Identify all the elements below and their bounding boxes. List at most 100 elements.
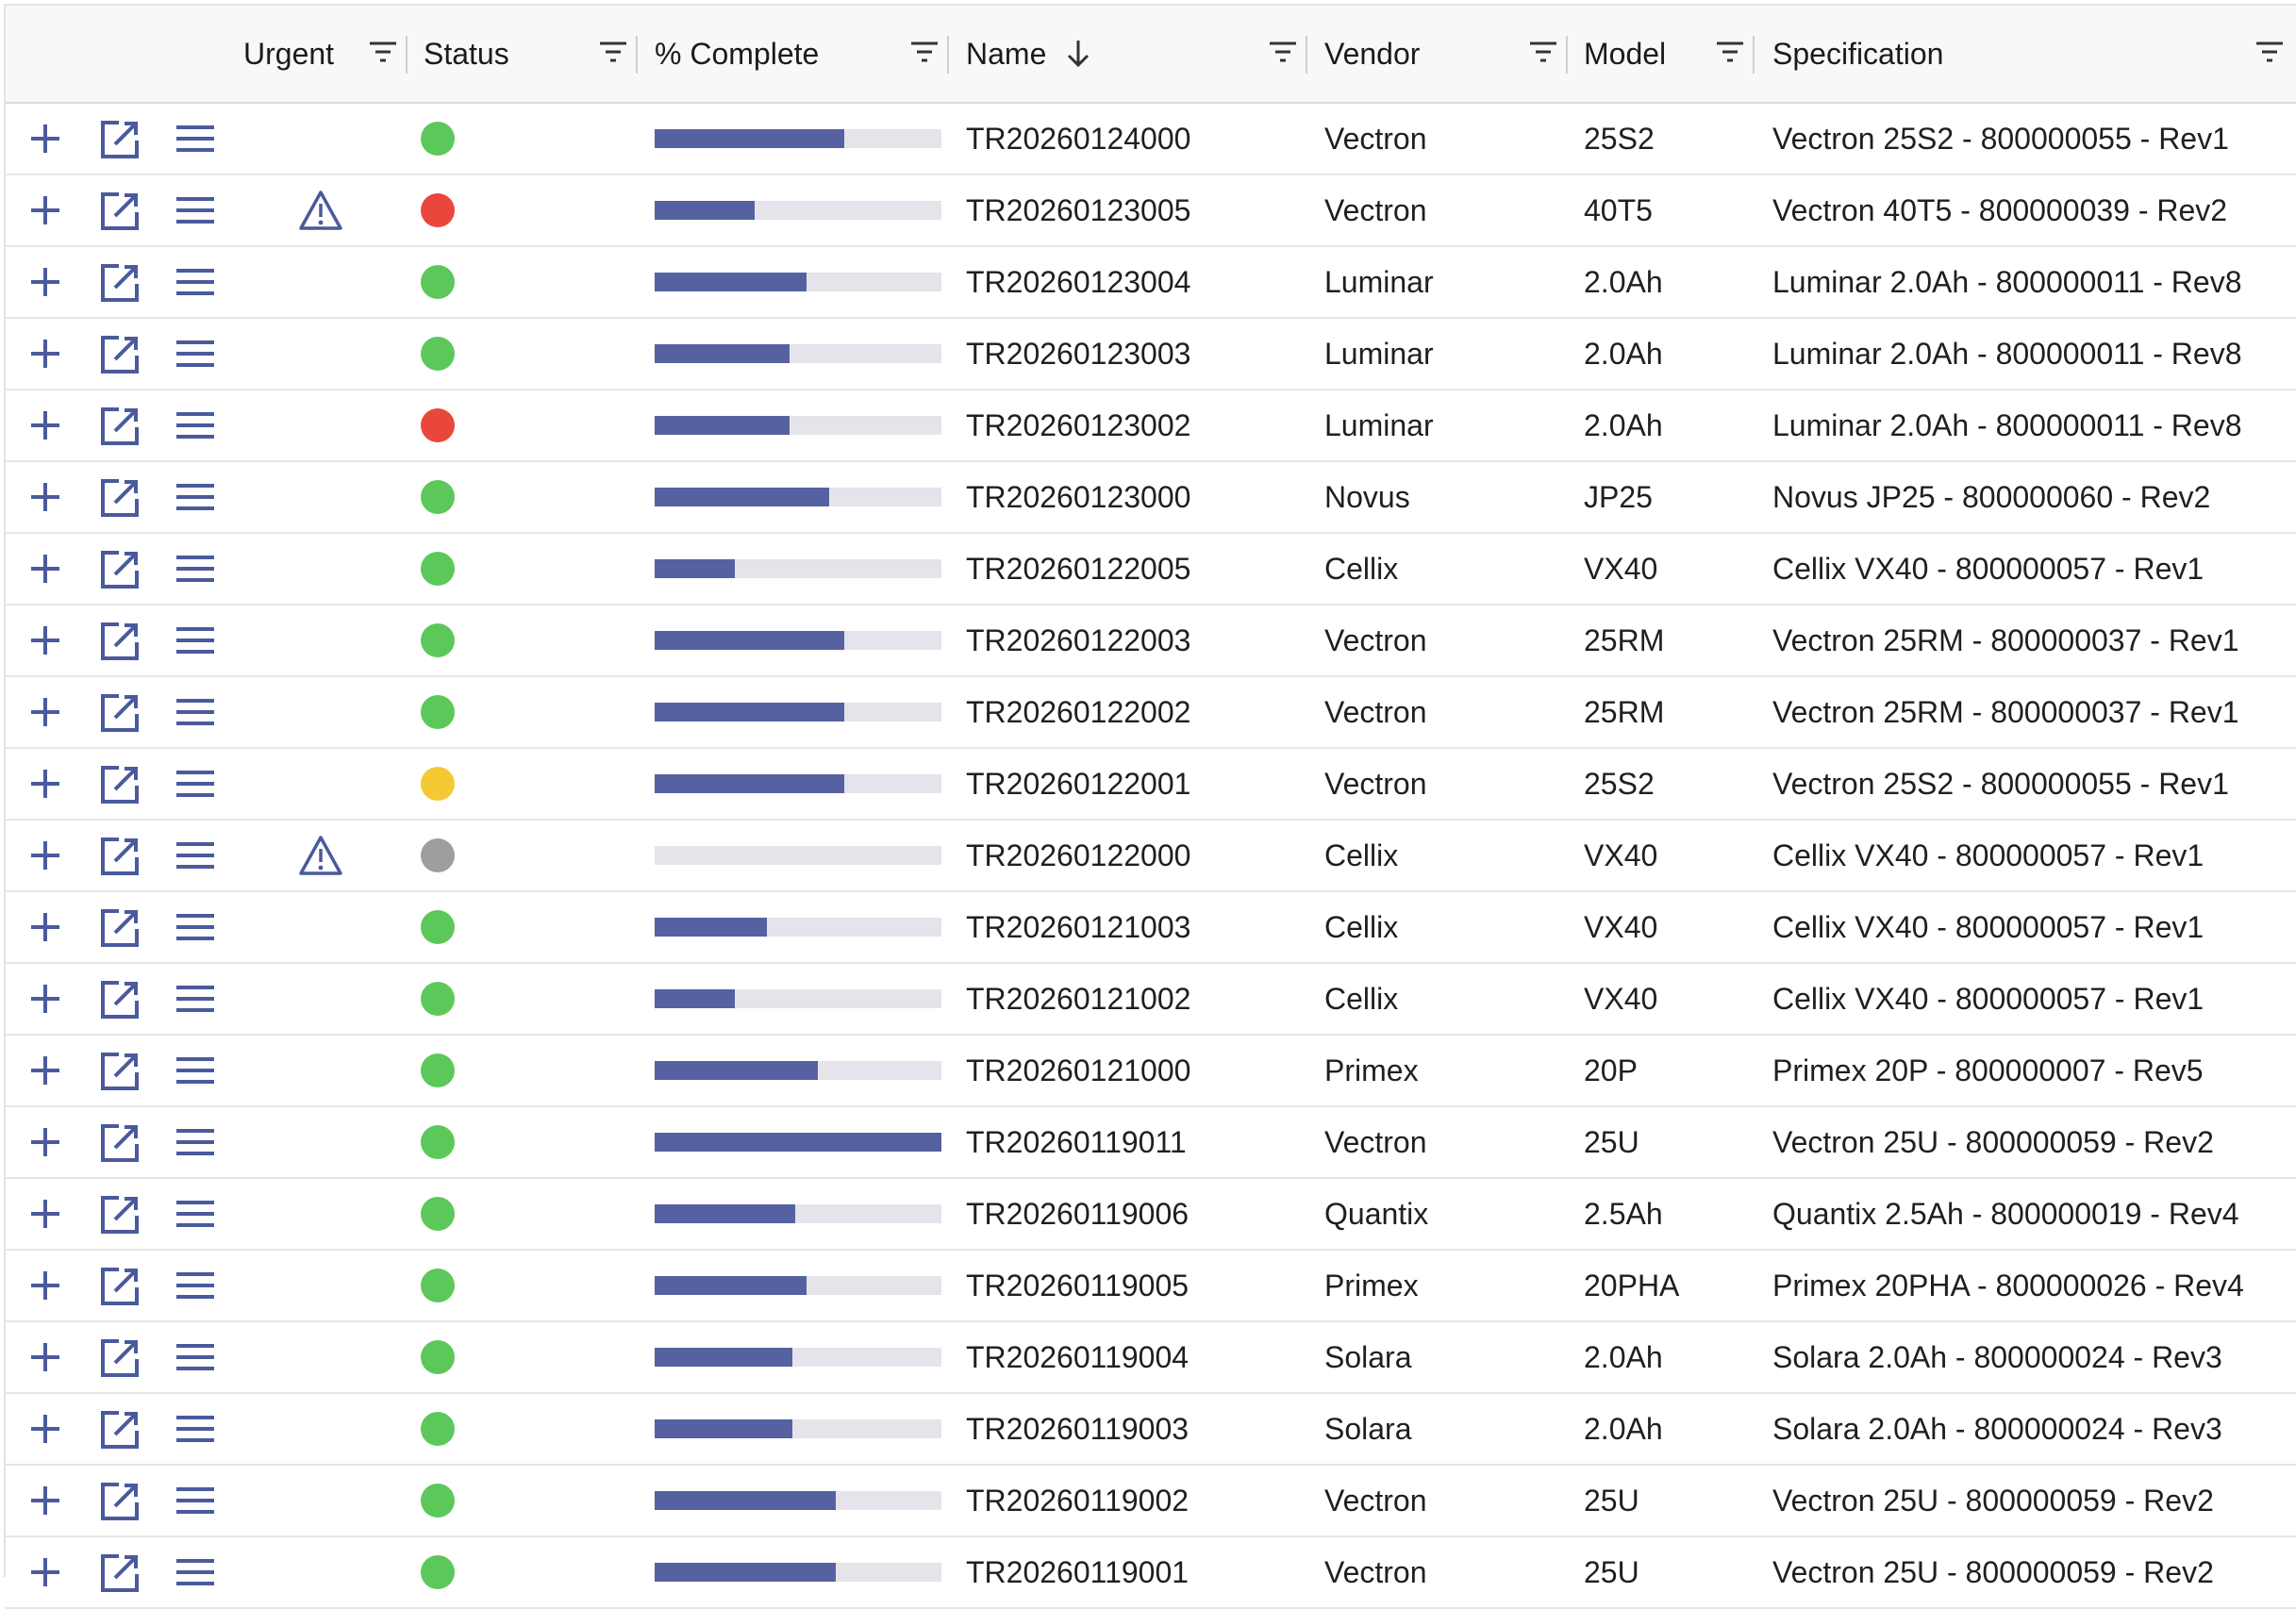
hamburger-menu-icon[interactable] xyxy=(175,554,215,584)
filter-icon[interactable] xyxy=(2254,38,2285,66)
hamburger-menu-icon[interactable] xyxy=(175,1342,215,1372)
table-row[interactable]: TR20260122005 Cellix VX40 Cellix VX40 - … xyxy=(6,534,2296,605)
open-in-new-icon[interactable] xyxy=(100,550,140,589)
filter-icon[interactable] xyxy=(1715,38,1745,66)
column-separator[interactable] xyxy=(947,36,949,74)
hamburger-menu-icon[interactable] xyxy=(175,1485,215,1516)
table-row[interactable]: TR20260121003 Cellix VX40 Cellix VX40 - … xyxy=(6,892,2296,964)
column-header-complete[interactable]: % Complete xyxy=(655,6,819,102)
plus-icon[interactable] xyxy=(28,122,62,156)
plus-icon[interactable] xyxy=(28,552,62,586)
hamburger-menu-icon[interactable] xyxy=(175,339,215,369)
hamburger-menu-icon[interactable] xyxy=(175,410,215,440)
hamburger-menu-icon[interactable] xyxy=(175,1557,215,1587)
hamburger-menu-icon[interactable] xyxy=(175,1414,215,1444)
table-row[interactable]: TR20260119005 Primex 20PHA Primex 20PHA … xyxy=(6,1251,2296,1322)
column-header-vendor[interactable]: Vendor xyxy=(1324,6,1420,102)
hamburger-menu-icon[interactable] xyxy=(175,912,215,942)
open-in-new-icon[interactable] xyxy=(100,980,140,1020)
plus-icon[interactable] xyxy=(28,1340,62,1374)
plus-icon[interactable] xyxy=(28,910,62,944)
plus-icon[interactable] xyxy=(28,1197,62,1231)
plus-icon[interactable] xyxy=(28,1412,62,1446)
plus-icon[interactable] xyxy=(28,1125,62,1159)
open-in-new-icon[interactable] xyxy=(100,693,140,733)
arrow-down-icon[interactable] xyxy=(1065,38,1091,70)
open-in-new-icon[interactable] xyxy=(100,837,140,876)
table-row[interactable]: TR20260123003 Luminar 2.0Ah Luminar 2.0A… xyxy=(6,319,2296,390)
column-separator[interactable] xyxy=(1306,36,1307,74)
column-separator[interactable] xyxy=(1566,36,1568,74)
table-row[interactable]: TR20260123000 Novus JP25 Novus JP25 - 80… xyxy=(6,462,2296,534)
open-in-new-icon[interactable] xyxy=(100,120,140,159)
open-in-new-icon[interactable] xyxy=(100,765,140,804)
hamburger-menu-icon[interactable] xyxy=(175,625,215,655)
table-row[interactable]: TR20260123005 Vectron 40T5 Vectron 40T5 … xyxy=(6,175,2296,247)
plus-icon[interactable] xyxy=(28,982,62,1016)
table-row[interactable]: TR20260123004 Luminar 2.0Ah Luminar 2.0A… xyxy=(6,247,2296,319)
plus-icon[interactable] xyxy=(28,480,62,514)
plus-icon[interactable] xyxy=(28,1555,62,1589)
column-header-urgent[interactable]: Urgent xyxy=(243,6,334,102)
open-in-new-icon[interactable] xyxy=(100,263,140,303)
open-in-new-icon[interactable] xyxy=(100,478,140,518)
open-in-new-icon[interactable] xyxy=(100,191,140,231)
table-row[interactable]: TR20260119003 Solara 2.0Ah Solara 2.0Ah … xyxy=(6,1394,2296,1466)
plus-icon[interactable] xyxy=(28,1269,62,1302)
table-row[interactable]: TR20260124000 Vectron 25S2 Vectron 25S2 … xyxy=(6,104,2296,175)
hamburger-menu-icon[interactable] xyxy=(175,1055,215,1086)
open-in-new-icon[interactable] xyxy=(100,1338,140,1378)
table-row[interactable]: TR20260121000 Primex 20P Primex 20P - 80… xyxy=(6,1036,2296,1107)
table-row[interactable]: TR20260119011 Vectron 25U Vectron 25U - … xyxy=(6,1107,2296,1179)
hamburger-menu-icon[interactable] xyxy=(175,124,215,154)
plus-icon[interactable] xyxy=(28,695,62,729)
hamburger-menu-icon[interactable] xyxy=(175,769,215,799)
plus-icon[interactable] xyxy=(28,1053,62,1087)
hamburger-menu-icon[interactable] xyxy=(175,195,215,225)
filter-icon[interactable] xyxy=(1528,38,1558,66)
plus-icon[interactable] xyxy=(28,337,62,371)
open-in-new-icon[interactable] xyxy=(100,1052,140,1091)
column-separator[interactable] xyxy=(1753,36,1755,74)
plus-icon[interactable] xyxy=(28,193,62,227)
hamburger-menu-icon[interactable] xyxy=(175,1127,215,1157)
table-row[interactable]: TR20260122000 Cellix VX40 Cellix VX40 - … xyxy=(6,821,2296,892)
open-in-new-icon[interactable] xyxy=(100,1410,140,1450)
column-header-status[interactable]: Status xyxy=(424,6,509,102)
open-in-new-icon[interactable] xyxy=(100,1123,140,1163)
plus-icon[interactable] xyxy=(28,1484,62,1518)
plus-icon[interactable] xyxy=(28,838,62,872)
hamburger-menu-icon[interactable] xyxy=(175,1199,215,1229)
table-row[interactable]: TR20260122002 Vectron 25RM Vectron 25RM … xyxy=(6,677,2296,749)
plus-icon[interactable] xyxy=(28,265,62,299)
filter-icon[interactable] xyxy=(598,38,628,66)
open-in-new-icon[interactable] xyxy=(100,622,140,661)
hamburger-menu-icon[interactable] xyxy=(175,984,215,1014)
plus-icon[interactable] xyxy=(28,767,62,801)
open-in-new-icon[interactable] xyxy=(100,1267,140,1306)
hamburger-menu-icon[interactable] xyxy=(175,1270,215,1301)
column-separator[interactable] xyxy=(406,36,408,74)
open-in-new-icon[interactable] xyxy=(100,1195,140,1235)
filter-icon[interactable] xyxy=(909,38,940,66)
plus-icon[interactable] xyxy=(28,408,62,442)
open-in-new-icon[interactable] xyxy=(100,406,140,446)
column-separator[interactable] xyxy=(636,36,638,74)
hamburger-menu-icon[interactable] xyxy=(175,840,215,871)
open-in-new-icon[interactable] xyxy=(100,908,140,948)
table-row[interactable]: TR20260119006 Quantix 2.5Ah Quantix 2.5A… xyxy=(6,1179,2296,1251)
open-in-new-icon[interactable] xyxy=(100,335,140,374)
hamburger-menu-icon[interactable] xyxy=(175,697,215,727)
filter-icon[interactable] xyxy=(368,38,398,66)
filter-icon[interactable] xyxy=(1268,38,1298,66)
table-row[interactable]: TR20260123002 Luminar 2.0Ah Luminar 2.0A… xyxy=(6,390,2296,462)
column-header-name[interactable]: Name xyxy=(966,6,1091,102)
column-header-specification[interactable]: Specification xyxy=(1772,6,1943,102)
column-header-model[interactable]: Model xyxy=(1584,6,1666,102)
table-row[interactable]: TR20260122001 Vectron 25S2 Vectron 25S2 … xyxy=(6,749,2296,821)
table-row[interactable]: TR20260119004 Solara 2.0Ah Solara 2.0Ah … xyxy=(6,1322,2296,1394)
table-row[interactable]: TR20260122003 Vectron 25RM Vectron 25RM … xyxy=(6,605,2296,677)
hamburger-menu-icon[interactable] xyxy=(175,482,215,512)
plus-icon[interactable] xyxy=(28,623,62,657)
open-in-new-icon[interactable] xyxy=(100,1553,140,1593)
